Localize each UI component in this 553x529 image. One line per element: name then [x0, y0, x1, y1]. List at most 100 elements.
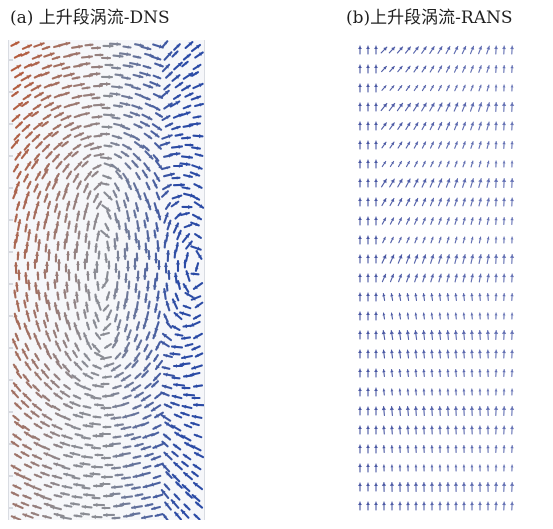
dns-vector-arrow: [21, 348, 29, 360]
dns-vector-arrow: [84, 443, 94, 447]
rans-vector-arrow: [493, 253, 499, 265]
dns-vector-arrow: [151, 380, 159, 388]
dns-vector-arrow: [41, 64, 53, 70]
rans-vector-arrow: [430, 292, 434, 302]
rans-vector-arrow: [413, 197, 419, 207]
dns-vector-arrow: [12, 414, 20, 422]
rans-vector-arrow: [374, 45, 378, 55]
rans-vector-arrow: [502, 216, 506, 226]
dns-vector-arrow: [190, 272, 200, 276]
dns-vector-arrow: [181, 233, 191, 243]
rans-vector-arrow: [389, 141, 395, 149]
rans-vector-arrow: [389, 405, 394, 417]
rans-vector-arrow: [486, 84, 490, 92]
dns-vector-arrow: [112, 504, 124, 508]
dns-vector-arrow: [41, 143, 51, 153]
dns-vector-arrow: [173, 493, 181, 501]
rans-vector-arrow: [470, 464, 474, 472]
rans-vector-arrow: [405, 254, 411, 264]
rans-vector-arrow: [390, 425, 394, 435]
rans-vector-arrow: [493, 177, 499, 189]
dns-vector-arrow: [152, 474, 162, 480]
dns-vector-arrow: [40, 94, 52, 102]
dns-vector-arrow: [41, 445, 51, 451]
dns-vector-arrow: [145, 181, 151, 191]
rans-vector-arrow: [366, 368, 370, 378]
dns-vector-arrow: [45, 401, 53, 409]
rans-vector-arrow: [437, 65, 443, 73]
rans-vector-arrow: [406, 368, 410, 378]
dns-vector-arrow: [71, 44, 83, 49]
dns-vector-arrow: [132, 404, 142, 410]
dns-vector-arrow: [172, 182, 186, 188]
rans-vector-arrow: [430, 160, 434, 168]
dns-vector-arrow: [122, 143, 132, 151]
dns-vector-arrow: [100, 382, 110, 386]
dns-vector-arrow: [102, 494, 114, 498]
rans-vector-arrow: [358, 482, 362, 492]
dns-vector-arrow: [63, 383, 71, 391]
rans-vector-arrow: [413, 405, 419, 417]
dns-vector-arrow: [173, 272, 178, 284]
rans-vector-arrow: [453, 121, 459, 131]
dns-vector-arrow: [43, 52, 55, 58]
rans-vector-arrow: [461, 481, 467, 493]
rans-vector-arrow: [389, 217, 395, 225]
dns-vector-arrow: [164, 122, 174, 128]
dns-vector-arrow: [72, 143, 82, 151]
dns-vector-arrow: [173, 461, 183, 471]
dns-vector-arrow: [183, 223, 193, 229]
rans-vector-arrow: [494, 292, 498, 302]
dns-vector-arrow: [14, 213, 18, 223]
dns-vector-arrow: [171, 194, 183, 200]
dns-vector-arrow: [63, 238, 68, 250]
rans-vector-arrow: [454, 84, 458, 92]
dns-vector-arrow: [32, 384, 40, 392]
dns-vector-arrow: [120, 374, 132, 382]
dns-vector-arrow: [43, 483, 53, 489]
dns-vector-arrow: [41, 168, 49, 180]
dns-vector-arrow: [181, 354, 193, 360]
rans-vector-arrow: [502, 388, 506, 396]
dns-vector-arrow: [34, 251, 40, 263]
dns-vector-arrow: [132, 257, 138, 271]
rans-vector-arrow: [406, 292, 410, 302]
rans-vector-arrow: [397, 329, 402, 341]
dns-vector-arrow: [161, 40, 169, 48]
dns-vector-arrow: [125, 242, 129, 252]
dns-vector-arrow: [65, 200, 71, 212]
dns-vector-arrow: [30, 485, 42, 491]
dns-vector-arrow: [145, 212, 150, 222]
rans-vector-arrow: [381, 85, 387, 91]
dns-vector-arrow: [90, 446, 102, 450]
dns-vector-arrow: [175, 242, 180, 252]
dns-vector-arrow: [41, 120, 49, 128]
rans-vector-arrow: [429, 46, 435, 54]
dns-vector-arrow: [82, 474, 94, 478]
dns-vector-arrow: [143, 162, 151, 172]
dns-vector-arrow: [53, 203, 59, 213]
dns-vector-arrow: [76, 260, 80, 272]
rans-vector-arrow: [470, 425, 474, 435]
rans-vector-arrow: [478, 65, 482, 73]
dns-vector-arrow: [153, 303, 158, 313]
dns-vector-arrow: [115, 250, 121, 262]
dns-vector-arrow: [140, 45, 152, 51]
rans-vector-arrow: [486, 160, 490, 168]
rans-vector-arrow: [413, 178, 419, 188]
rans-vector-arrow: [461, 102, 467, 112]
dns-vector-arrow: [90, 145, 102, 151]
dns-vector-arrow: [116, 319, 122, 331]
dns-vector-arrow: [124, 272, 128, 284]
dns-vector-arrow: [110, 141, 120, 147]
dns-vector-arrow: [151, 123, 163, 131]
dns-vector-arrow: [101, 204, 111, 212]
dns-vector-arrow: [154, 112, 164, 118]
dns-vector-arrow: [100, 355, 112, 361]
dns-vector-arrow: [42, 514, 52, 520]
rans-vector-arrow: [358, 444, 362, 454]
rans-vector-arrow: [430, 254, 435, 264]
dns-vector-arrow: [111, 134, 123, 140]
dns-vector-arrow: [22, 93, 32, 101]
dns-vector-arrow: [26, 330, 32, 340]
